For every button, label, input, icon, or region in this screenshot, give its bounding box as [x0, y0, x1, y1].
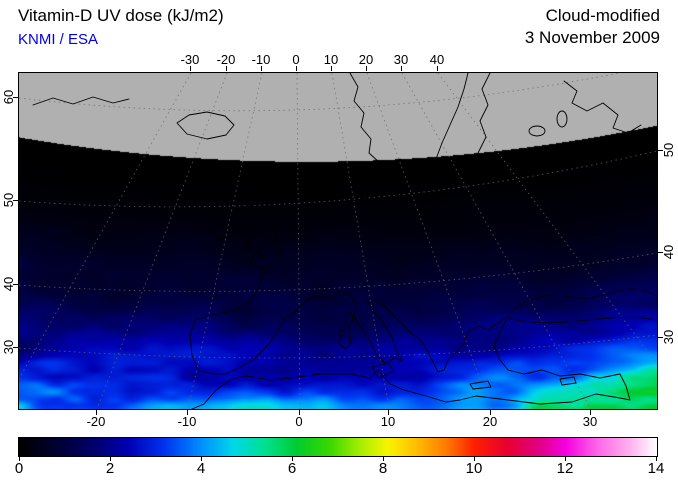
colorbar-tickmark — [565, 457, 566, 461]
top-axis-tick-label: 10 — [323, 52, 339, 67]
top-axis-tickmark — [261, 66, 262, 71]
colorbar-tickmark — [110, 457, 111, 461]
colorbar-tickmark — [19, 457, 20, 461]
top-axis-tickmark — [401, 66, 402, 71]
colorbar-tick-label: 12 — [556, 460, 574, 477]
iceland-coast — [176, 111, 235, 140]
bottom-axis-tick-label: 30 — [582, 414, 598, 429]
lake-ladoga — [528, 125, 546, 137]
mode-label: Cloud-modified — [545, 6, 660, 25]
colorbar-tick-label: 6 — [287, 460, 297, 477]
baltic-coast — [380, 185, 507, 210]
top-axis-tickmark — [331, 66, 332, 71]
ireland-coast — [209, 214, 237, 240]
top-axis-tick-label: -30 — [180, 52, 200, 67]
top-axis-tickmark — [226, 66, 227, 71]
finland-coast — [475, 73, 521, 181]
right-axis-tickmark — [658, 337, 663, 338]
bottom-axis-tickmark — [299, 410, 300, 415]
colorbar-tick-label: 10 — [465, 460, 483, 477]
britain-coast — [243, 184, 283, 270]
top-axis-tick-label: -20 — [216, 52, 236, 67]
scandinavia-coast — [349, 73, 469, 178]
top-axis-tickmark — [366, 66, 367, 71]
colorbar-tick-label: 4 — [196, 460, 206, 477]
bottom-axis-tickmark — [96, 410, 97, 415]
top-axis-tickmark — [190, 66, 191, 71]
colorbar — [19, 438, 657, 456]
bottom-axis-tick-label: -10 — [177, 414, 197, 429]
bottom-axis-tickmark — [388, 410, 389, 415]
left-axis-tickmark — [13, 200, 18, 201]
mainland-coast — [189, 188, 507, 375]
greenland-coast — [32, 96, 130, 106]
colorbar-tick-label: 2 — [105, 460, 115, 477]
top-axis-tick-label: -10 — [251, 52, 271, 67]
top-axis-tick-label: 20 — [358, 52, 374, 67]
denmark-coast — [381, 168, 397, 189]
bottom-axis-tick-label: 10 — [380, 414, 396, 429]
right-axis-tickmark — [658, 252, 663, 253]
colorbar-tickmark — [383, 457, 384, 461]
bottom-axis-tick-label: 0 — [295, 414, 303, 429]
left-axis-tickmark — [13, 347, 18, 348]
uv-dose-map-canvas — [19, 73, 657, 409]
colorbar-tickmark — [474, 457, 475, 461]
bottom-axis-tickmark — [490, 410, 491, 415]
header-right: Cloud-modified 3 November 2009 — [525, 5, 660, 49]
bottom-axis-tick-label: 20 — [482, 414, 498, 429]
date-label: 3 November 2009 — [524, 28, 660, 47]
lake-onega — [556, 110, 568, 128]
sicily-coast — [371, 362, 395, 379]
page-title: Vitamin-D UV dose (kJ/m2) — [18, 6, 224, 25]
colorbar-tick-label: 0 — [14, 460, 24, 477]
left-axis-tickmark — [13, 284, 18, 285]
turkey-africa-coast — [191, 319, 631, 409]
colorbar-tickmark — [292, 457, 293, 461]
top-axis-tickmark — [437, 66, 438, 71]
graticule-lines — [19, 73, 657, 409]
top-axis-tickmark — [296, 66, 297, 71]
colorbar-tick-label: 14 — [647, 460, 665, 477]
map-frame — [18, 72, 658, 410]
colorbar-tickmark — [656, 457, 657, 461]
bottom-axis-tickmark — [590, 410, 591, 415]
right-axis-tickmark — [658, 150, 663, 151]
bottom-axis-tick-label: -20 — [86, 414, 106, 429]
white-sea-coast — [563, 80, 642, 134]
crete-coast — [469, 380, 492, 390]
sardinia-coast — [338, 328, 352, 350]
colorbar-frame — [18, 437, 658, 457]
left-axis-tickmark — [13, 97, 18, 98]
corsica-coast — [344, 311, 354, 326]
map-overlay — [19, 73, 657, 409]
top-axis-tick-label: 40 — [429, 52, 445, 67]
colorbar-tickmark — [201, 457, 202, 461]
bottom-axis-tickmark — [187, 410, 188, 415]
top-axis-tick-label: 30 — [393, 52, 409, 67]
coastlines — [32, 73, 657, 409]
cyprus-coast — [559, 376, 577, 386]
top-axis-tick-label: 0 — [292, 52, 300, 67]
colorbar-tick-label: 8 — [378, 460, 388, 477]
black-sea-coast — [507, 288, 657, 324]
source-credit: KNMI / ESA — [18, 31, 99, 48]
